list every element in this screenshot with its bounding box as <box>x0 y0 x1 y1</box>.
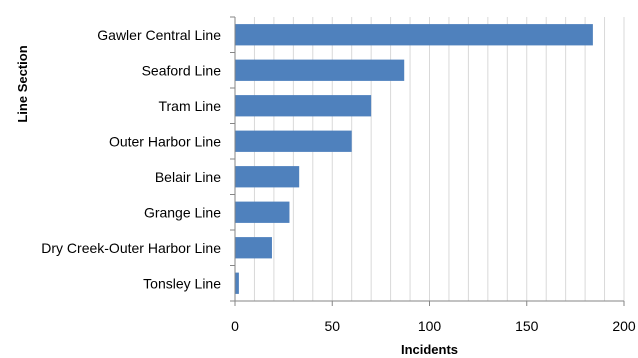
category-label: Seaford Line <box>142 62 222 78</box>
x-tick-label: 50 <box>324 318 340 334</box>
x-tick-label: 200 <box>612 318 636 334</box>
bars <box>235 24 593 294</box>
axes <box>230 16 625 306</box>
bar <box>235 237 272 259</box>
category-label: Outer Harbor Line <box>109 133 221 149</box>
category-labels: Gawler Central Line Seaford Line Tram Line… <box>41 27 221 292</box>
x-tick-labels: 0 50 100 150 200 <box>231 318 636 334</box>
bar <box>235 130 352 152</box>
category-label: Gawler Central Line <box>97 27 221 43</box>
category-label: Tonsley Line <box>143 275 221 291</box>
bar <box>235 272 239 294</box>
category-label: Grange Line <box>144 204 221 220</box>
bar <box>235 24 593 46</box>
x-tick-label: 100 <box>418 318 442 334</box>
category-label: Tram Line <box>158 98 221 114</box>
category-label: Belair Line <box>155 169 221 185</box>
x-axis-title: Incidents <box>401 342 458 357</box>
x-tick-label: 150 <box>515 318 539 334</box>
bar <box>235 59 405 81</box>
bar <box>235 201 290 223</box>
bar <box>235 95 372 117</box>
x-tick-label: 0 <box>231 318 239 334</box>
bar <box>235 166 300 188</box>
category-label: Dry Creek-Outer Harbor Line <box>41 240 221 256</box>
y-axis-title: Line Section <box>15 45 30 122</box>
